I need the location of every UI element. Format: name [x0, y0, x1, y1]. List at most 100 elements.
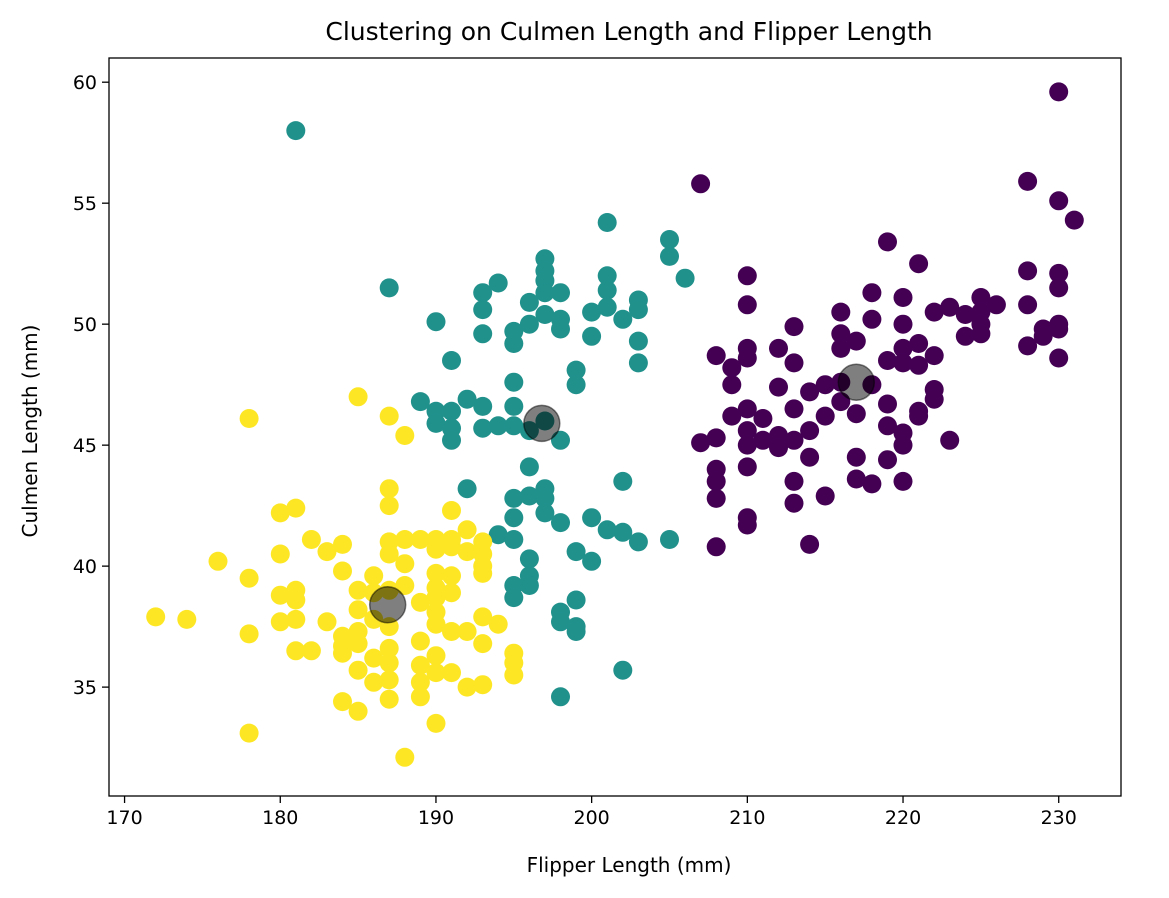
cluster-2-point — [270, 612, 290, 632]
cluster-2-point — [410, 672, 430, 692]
cluster-2-point — [426, 539, 446, 559]
cluster-0-point — [893, 338, 913, 358]
cluster-2-point — [504, 665, 524, 685]
centroid-marker — [837, 363, 876, 401]
cluster-1-point — [628, 353, 648, 373]
cluster-2-point — [333, 534, 352, 554]
cluster-0-point — [831, 338, 851, 358]
cluster-2-point — [426, 646, 446, 666]
cluster-0-point — [769, 338, 788, 358]
cluster-1-point — [628, 300, 648, 320]
y-axis: 35 40 45 50 55 60 — [73, 72, 109, 699]
cluster-2-point — [379, 406, 399, 426]
cluster-0-point — [909, 355, 929, 375]
cluster-2-point — [317, 612, 337, 632]
cluster-2-point — [410, 530, 430, 549]
cluster-1-point — [566, 622, 586, 641]
cluster-2-point — [426, 713, 446, 733]
cluster-1-point — [504, 508, 524, 528]
x-tick-label: 210 — [729, 807, 765, 829]
cluster-0-point — [878, 416, 897, 436]
cluster-1-point — [504, 530, 524, 549]
cluster-0-point — [986, 295, 1006, 315]
series-2 — [146, 387, 524, 767]
cluster-0-point — [737, 515, 757, 535]
cluster-1-point — [426, 413, 446, 433]
cluster-0-point — [1018, 171, 1038, 191]
cluster-0-point — [737, 348, 757, 368]
cluster-0-point — [800, 421, 820, 441]
cluster-1-point — [613, 660, 633, 680]
cluster-2-point — [348, 660, 368, 680]
cluster-2-point — [410, 655, 430, 675]
cluster-0-point — [878, 232, 897, 252]
cluster-0-point — [722, 406, 742, 426]
cluster-1-point — [519, 457, 539, 477]
cluster-1-point — [660, 246, 679, 266]
cluster-1-point — [504, 334, 524, 353]
cluster-1-point — [628, 331, 648, 351]
cluster-2-point — [208, 551, 228, 571]
cluster-2-point — [457, 677, 477, 697]
cluster-1-point — [504, 416, 524, 436]
cluster-2-point — [395, 530, 415, 549]
cluster-1-point — [426, 312, 446, 332]
cluster-0-point — [784, 399, 804, 419]
cluster-2-point — [270, 503, 290, 523]
cluster-1-point — [535, 503, 555, 523]
cluster-2-point — [442, 537, 461, 557]
cluster-0-point — [1049, 82, 1069, 102]
cluster-1-point — [660, 230, 679, 249]
cluster-2-point — [348, 580, 368, 600]
cluster-2-point — [473, 607, 493, 627]
cluster-2-point — [410, 687, 430, 707]
cluster-2-point — [379, 689, 399, 709]
cluster-2-point — [364, 566, 384, 586]
cluster-0-point — [1049, 263, 1069, 283]
cluster-1-point — [504, 588, 524, 608]
cluster-0-point — [691, 433, 711, 453]
x-tick-label: 220 — [885, 807, 921, 829]
cluster-0-point — [706, 428, 726, 448]
cluster-1-point — [566, 542, 586, 562]
cluster-0-point — [909, 406, 929, 426]
cluster-0-point — [737, 435, 757, 455]
cluster-1-point — [410, 392, 430, 412]
cluster-2-point — [442, 622, 461, 641]
cluster-1-point — [519, 314, 539, 334]
cluster-0-point — [815, 375, 835, 395]
cluster-0-point — [737, 399, 757, 419]
cluster-1-point — [551, 319, 570, 339]
cluster-1-point — [582, 326, 602, 346]
cluster-2-point — [348, 634, 368, 654]
cluster-0-point — [893, 471, 913, 491]
cluster-1-point — [519, 576, 539, 595]
cluster-0-point — [737, 266, 757, 286]
cluster-2-point — [442, 566, 461, 586]
cluster-1-point — [457, 479, 477, 499]
cluster-0-point — [753, 409, 773, 428]
cluster-0-point — [909, 254, 929, 274]
cluster-0-point — [878, 351, 897, 370]
cluster-0-point — [769, 438, 788, 458]
cluster-1-point — [613, 522, 633, 542]
cluster-1-point — [473, 283, 493, 303]
cluster-1-point — [628, 532, 648, 552]
cluster-2-point — [426, 588, 446, 608]
cluster-1-point — [504, 488, 524, 508]
cluster-0-point — [893, 314, 913, 334]
cluster-0-point — [878, 450, 897, 470]
cluster-2-point — [239, 723, 259, 743]
cluster-2-point — [410, 631, 430, 651]
cluster-2-point — [379, 670, 399, 690]
cluster-1-point — [286, 121, 306, 141]
cluster-0-point — [706, 488, 726, 508]
cluster-1-point — [582, 508, 602, 528]
plot-area — [146, 82, 1084, 767]
cluster-0-point — [893, 353, 913, 373]
cluster-0-point — [1018, 261, 1038, 281]
y-tick-label: 40 — [73, 556, 97, 578]
cluster-1-point — [566, 590, 586, 610]
x-axis: 170 180 190 200 210 220 230 — [106, 796, 1077, 829]
